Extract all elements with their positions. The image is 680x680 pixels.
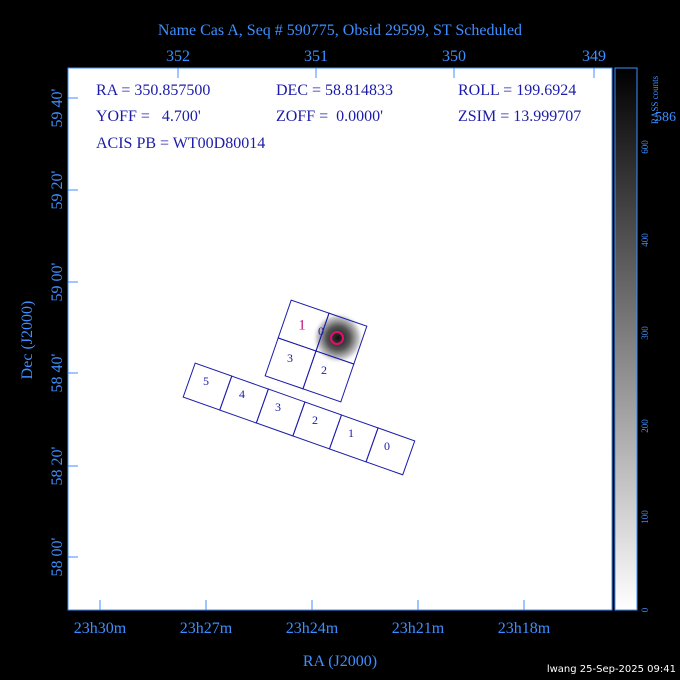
bottom-tick-label: 23h21m (392, 620, 445, 637)
bottom-tick-label: 23h18m (498, 620, 551, 637)
x-axis-label: RA (J2000) (303, 653, 377, 670)
colorbar-max-label: 586 (655, 110, 676, 125)
info-zoff: ZOFF = 0.0000' (276, 108, 383, 125)
top-tick-label: 351 (304, 48, 328, 65)
chip-label: 4 (239, 387, 245, 401)
left-tick-label: 59 00' (49, 262, 66, 301)
chip-label: 3 (287, 351, 293, 365)
chip-label: 0 (318, 324, 324, 338)
colorbar-tick-label: 0 (640, 607, 650, 612)
left-tick-label: 58 40' (49, 353, 66, 392)
target-marker (330, 331, 344, 345)
y-axis-label: Dec (J2000) (19, 301, 36, 380)
chip-label: 3 (275, 400, 281, 414)
chip-label: 1 (348, 426, 354, 440)
colorbar (614, 67, 638, 611)
info-roll: ROLL = 199.6924 (458, 82, 576, 99)
top-tick-label: 349 (582, 48, 606, 65)
bottom-tick-label: 23h27m (180, 620, 233, 637)
colorbar-tick-label: 200 (640, 419, 650, 433)
left-tick-label: 59 40' (49, 88, 66, 127)
info-zsim: ZSIM = 13.999707 (458, 108, 581, 125)
top-tick-label: 350 (442, 48, 466, 65)
info-acis: ACIS PB = WT00D80014 (96, 135, 265, 152)
chip-label: 5 (203, 374, 209, 388)
top-tick-label: 352 (166, 48, 190, 65)
chip-label: 2 (321, 363, 327, 377)
info-dec: DEC = 58.814833 (276, 82, 393, 99)
left-tick-label: 58 00' (49, 537, 66, 576)
colorbar-tick-label: 400 (640, 233, 650, 247)
colorbar-label: RASS counts (650, 75, 660, 124)
bottom-tick-label: 23h24m (286, 620, 339, 637)
chip-label: 1 (298, 317, 306, 333)
info-yoff: YOFF = 4.700' (96, 108, 201, 125)
i-array (264, 299, 368, 403)
title: Name Cas A, Seq # 590775, Obsid 29599, S… (158, 22, 522, 39)
colorbar-tick-label: 300 (640, 326, 650, 340)
axis-ticks (68, 68, 595, 610)
left-tick-label: 59 20' (49, 170, 66, 209)
colorbar-tick-label: 600 (640, 140, 650, 154)
chip-label: 0 (384, 439, 390, 453)
bottom-tick-label: 23h30m (74, 620, 127, 637)
s-array (182, 362, 416, 476)
footer: lwang 25-Sep-2025 09:41 (547, 664, 676, 675)
info-ra: RA = 350.857500 (96, 82, 210, 99)
left-tick-label: 58 20' (49, 446, 66, 485)
colorbar-tick-label: 100 (640, 510, 650, 524)
chip-label: 2 (312, 413, 318, 427)
